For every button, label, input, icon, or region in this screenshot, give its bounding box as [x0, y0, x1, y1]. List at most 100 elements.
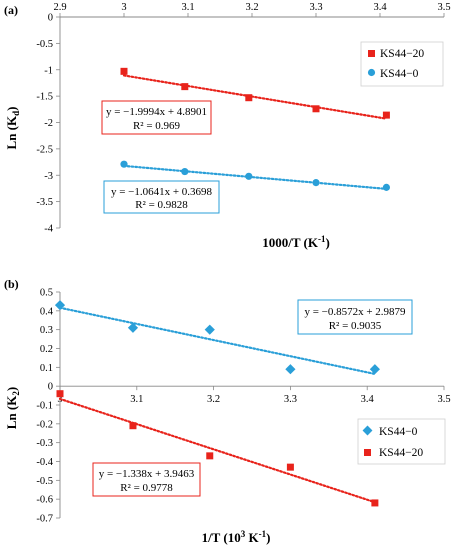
- panel-b-data-points: [54, 300, 380, 507]
- data-point: [54, 300, 66, 311]
- panel-a-legend-item-ks44-20: KS44−20: [380, 48, 424, 60]
- panel-a-y-axis-title: Ln (Kd): [4, 107, 21, 150]
- y-tick-label: -0.4: [36, 457, 53, 468]
- panel-b-equation-red: y = −1.338x + 3.9463 R² = 0.9778: [92, 462, 201, 497]
- panel-b-axes: [56, 291, 445, 519]
- y-tick-label: 0: [48, 382, 53, 393]
- legend-square-marker: [364, 449, 371, 456]
- y-tick-label: -0.3: [36, 438, 53, 449]
- y-tick-label: -0.7: [36, 514, 53, 525]
- data-point: [120, 67, 128, 75]
- y-tick-label: 0: [48, 13, 53, 24]
- panel-a-axes: [56, 13, 445, 229]
- y-tick-label: -1: [44, 65, 53, 76]
- data-point: [204, 324, 215, 335]
- data-point: [245, 94, 253, 102]
- data-point: [286, 463, 294, 471]
- data-point: [312, 105, 320, 113]
- y-tick-label: -1.5: [36, 92, 53, 103]
- x-tick-label: 3.4: [361, 394, 375, 405]
- legend-square-marker: [368, 50, 375, 57]
- trend-equation: y = −0.8572x + 2.9879: [304, 306, 406, 318]
- y-tick-label: -3.5: [36, 197, 53, 208]
- trend-equation: y = −1.9994x + 4.8901: [106, 106, 207, 118]
- panel-a-label: (a): [4, 3, 18, 17]
- y-tick-label: -0.1: [36, 401, 53, 412]
- equation-box: [92, 462, 201, 497]
- y-tick-label: -2: [44, 118, 53, 129]
- panel-a-trendlines: [122, 74, 388, 191]
- data-point: [245, 172, 253, 180]
- x-tick-label: 3.3: [309, 2, 322, 13]
- legend-circle-marker: [367, 68, 376, 77]
- panel-b-x-axis-title: 1/T (103 K-1): [202, 529, 271, 545]
- panel-a-x-ticks: 2.9 3 3.1 3.2 3.3 3.4 3.5: [53, 2, 450, 13]
- y-tick-label: 0.1: [40, 363, 53, 374]
- panel-a-equation-red: y = −1.9994x + 4.8901 R² = 0.969: [101, 100, 212, 135]
- data-point: [371, 499, 379, 507]
- panel-a-data-points: [120, 67, 390, 191]
- x-tick-label: 3.2: [207, 394, 220, 405]
- trend-r-squared: R² = 0.9778: [120, 482, 173, 494]
- panel-a-legend-item-ks44-0: KS44−0: [380, 68, 419, 80]
- y-tick-label: 0.4: [40, 306, 54, 317]
- data-point: [206, 452, 214, 460]
- panel-a-legend-box: [360, 41, 444, 87]
- panel-b-equation-blue: y = −0.8572x + 2.9879 R² = 0.9035: [297, 299, 413, 335]
- data-point: [181, 167, 189, 176]
- equation-box: [103, 180, 220, 214]
- y-tick-label: 0.5: [40, 288, 53, 299]
- y-tick-label: -3: [44, 171, 53, 182]
- panel-a-legend: KS44−20 KS44−0: [360, 41, 444, 87]
- equation-box: [297, 299, 413, 335]
- x-tick-label: 3.1: [130, 394, 143, 405]
- panel-b-y-ticks: 0.5 0.4 0.3 0.2 0.1 0 -0.1 -0.2 -0.3 -0.4 -0.5 -0.6…: [36, 288, 53, 525]
- data-point: [120, 160, 128, 168]
- x-tick-label: 3.5: [437, 2, 450, 13]
- x-tick-label: 3: [121, 2, 126, 13]
- panel-b-label: (b): [4, 277, 19, 291]
- panel-b-x-ticks: 33.13.23.33.43.5: [57, 394, 450, 405]
- panel-b-y-axis-title: Ln (K2): [4, 387, 21, 429]
- y-tick-label: -0.5: [36, 39, 53, 50]
- trendline: [58, 397, 376, 504]
- trend-r-squared: R² = 0.969: [133, 120, 181, 132]
- x-tick-label: 2.9: [53, 2, 66, 13]
- y-tick-label: 0.3: [40, 325, 53, 336]
- panel-a-chart: (a) 0 -0.5 -1 -1.5 -2 -2.5 -3 -3.5 -4 2.9 3 3.1 3.2…: [4, 2, 451, 250]
- data-point: [312, 179, 320, 187]
- data-point: [382, 183, 390, 191]
- y-tick-label: -0.6: [36, 495, 53, 506]
- panel-b-chart: (b) 0.5 0.4 0.3 0.2 0.1 0 -0.1 -0.2 -0.3 -0.4 -0.5…: [4, 277, 451, 545]
- panel-b-legend: KS44−0 KS44−20: [357, 418, 446, 465]
- trend-r-squared: R² = 0.9828: [135, 199, 188, 211]
- data-point: [382, 111, 390, 119]
- data-point: [129, 422, 137, 430]
- x-tick-label: 3.1: [181, 2, 194, 13]
- trend-r-squared: R² = 0.9035: [329, 320, 382, 332]
- trend-equation: y = −1.338x + 3.9463: [99, 468, 195, 480]
- y-tick-label: 0.2: [40, 344, 53, 355]
- panel-b-legend-box: [357, 418, 446, 465]
- y-tick-label: -0.5: [36, 476, 53, 487]
- x-tick-label: 3.5: [437, 394, 450, 405]
- data-point: [56, 390, 64, 398]
- y-tick-label: -4: [44, 224, 53, 235]
- panel-b-legend-item-ks44-0: KS44−0: [379, 426, 418, 438]
- x-tick-label: 3.4: [373, 2, 387, 13]
- data-point: [369, 364, 380, 375]
- data-point: [127, 322, 139, 333]
- y-tick-label: -2.5: [36, 144, 53, 155]
- trendline: [58, 306, 376, 376]
- panel-a-equation-blue: y = −1.0641x + 0.3698 R² = 0.9828: [103, 180, 220, 214]
- legend-diamond-marker: [362, 425, 373, 436]
- trend-equation: y = −1.0641x + 0.3698: [111, 186, 213, 198]
- y-tick-label: -0.2: [36, 419, 53, 430]
- trendline: [122, 74, 388, 120]
- panel-b-trendlines: [58, 306, 376, 504]
- trendline: [122, 164, 388, 191]
- panel-a-x-axis-title: 1000/T (K-1): [262, 234, 330, 250]
- equation-box: [101, 100, 212, 135]
- x-tick-label: 3.2: [245, 2, 258, 13]
